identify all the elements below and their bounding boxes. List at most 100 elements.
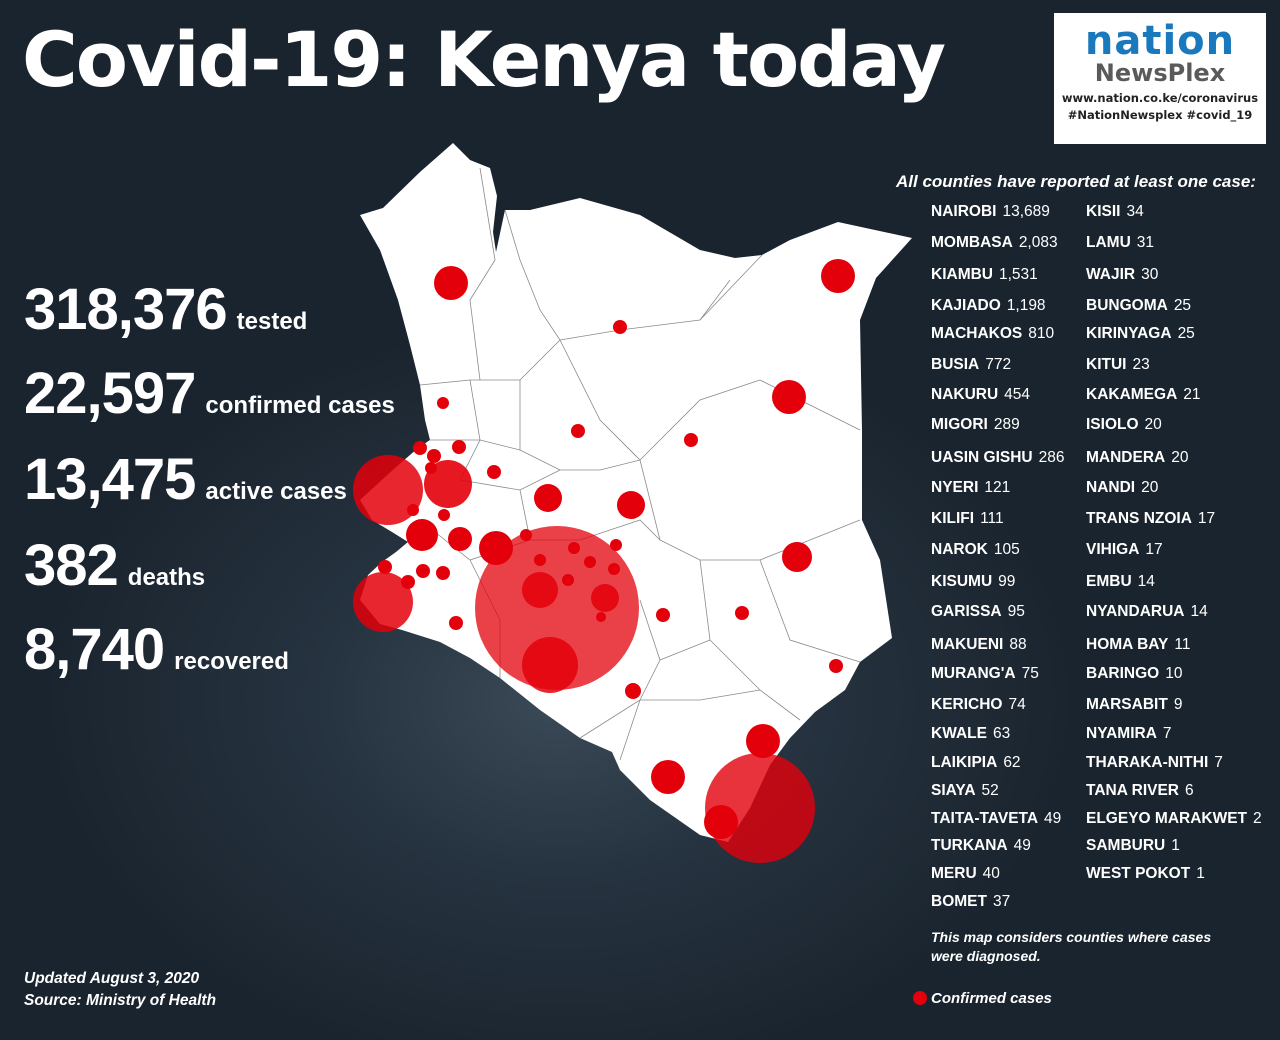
county-entry: EMBU 14 [1086,573,1155,591]
marker-tharaka-nithi [610,539,622,551]
county-case-count: 772 [985,356,1012,373]
county-case-count: 11 [1174,636,1191,653]
stat-deaths-label: deaths [127,564,206,591]
county-case-count: 2 [1253,810,1262,827]
county-entry: KIAMBU 1,531 [931,266,1038,284]
county-case-count: 25 [1177,325,1195,342]
county-name: TANA RIVER [1086,782,1179,799]
county-name: EMBU [1086,573,1132,590]
county-name: NAIROBI [931,203,997,220]
marker-kericho [448,527,472,551]
county-case-count: 49 [1044,810,1062,827]
county-entry: BUSIA 772 [931,356,1011,374]
marker-meru [617,491,645,519]
stat-active-value: 13,475 [24,447,196,512]
marker-bomet [436,566,450,580]
county-name: KITUI [1086,356,1127,373]
marker-wajir [772,380,806,414]
county-name: SAMBURU [1086,837,1166,854]
county-case-count: 810 [1028,325,1055,342]
marker-nyeri [568,542,580,554]
county-name: WAJIR [1086,266,1136,283]
marker-kakamega [427,449,441,463]
county-case-count: 20 [1144,416,1162,433]
marker-migori [353,572,413,632]
marker-uasin-gishu [424,460,472,508]
stat-recovered: 8,740 recovered [24,616,289,683]
county-entry: MANDERA 20 [1086,449,1188,467]
county-name: MERU [931,865,977,882]
marker-mombasa [705,753,815,863]
confirmed-case-markers [353,259,855,863]
marker-elgeyo-marakwet [487,465,501,479]
county-entry: WEST POKOT 1 [1086,865,1205,883]
county-entry: SAMBURU 1 [1086,837,1180,855]
marker-nakuru [479,531,513,565]
county-entry: THARAKA-NITHI 7 [1086,754,1223,772]
county-case-count: 1,198 [1006,297,1046,314]
county-entry: NYAMIRA 7 [1086,725,1172,743]
county-case-count: 286 [1038,449,1065,466]
county-entry: TANA RIVER 6 [1086,782,1194,800]
county-name: MARSABIT [1086,696,1168,713]
marker-embu [608,563,620,575]
county-name: KISII [1086,203,1121,220]
county-case-count: 9 [1173,696,1183,713]
stat-tested: 318,376 tested [24,276,307,343]
county-case-count: 49 [1013,837,1031,854]
stat-confirmed-label: confirmed cases [205,392,395,419]
county-case-count: 30 [1141,266,1159,283]
logo-hashtags: #NationNewsplex #covid_19 [1067,107,1253,122]
marker-machakos [591,584,619,612]
county-entry: KILIFI 111 [931,510,1004,528]
county-case-count: 17 [1197,510,1216,527]
county-name: KISUMU [931,573,993,590]
legend: Confirmed cases [913,990,1052,1007]
county-case-count: 1 [1196,865,1205,882]
marker-vihiga [438,509,450,521]
county-name: NAROK [931,541,988,558]
marker-trans-nzoia [425,462,437,474]
marker-busia [353,455,423,525]
county-name: KAKAMEGA [1086,386,1178,403]
county-case-count: 63 [992,725,1011,742]
county-name: ISIOLO [1086,416,1139,433]
stat-confirmed-value: 22,597 [24,361,196,426]
marker-taita-taveta [651,760,685,794]
counties-header: All counties have reported at least one … [896,172,1256,191]
county-name: BARINGO [1086,665,1160,682]
county-name: TAITA-TAVETA [931,810,1039,827]
county-entry: NANDI 20 [1086,479,1158,497]
county-entry: ELGEYO MARAKWET 2 [1086,810,1262,828]
county-name: BUSIA [931,356,980,373]
county-name: VIHIGA [1086,541,1140,558]
county-case-count: 31 [1136,234,1155,251]
marker-narok [449,616,463,630]
marker-tana-river [735,606,749,620]
county-name: MANDERA [1086,449,1166,466]
county-case-count: 34 [1126,203,1144,220]
county-name: MAKUENI [931,636,1004,653]
county-case-count: 6 [1185,782,1194,799]
county-name: MIGORI [931,416,988,433]
county-case-count: 52 [981,782,999,799]
county-case-count: 105 [993,541,1020,558]
county-entry: KISII 34 [1086,203,1144,221]
marker-kiambu [522,572,558,608]
county-case-count: 2,083 [1018,234,1058,251]
marker-machakos-2 [596,612,606,622]
county-case-count: 37 [992,893,1011,910]
county-entry: BUNGOMA 25 [1086,297,1191,315]
county-case-count: 23 [1132,356,1150,373]
source-credit: Source: Ministry of Health [24,992,217,1010]
county-entry: LAMU 31 [1086,234,1154,252]
county-case-count: 121 [984,479,1011,496]
county-name: LAMU [1086,234,1131,251]
logo-brand-bottom: NewsPlex [1094,59,1226,87]
marker-kitui [656,608,670,622]
county-entry: MIGORI 289 [931,416,1020,434]
marker-nairobi [475,526,639,690]
marker-muranga [562,574,574,586]
marker-kirinyaga [584,556,596,568]
